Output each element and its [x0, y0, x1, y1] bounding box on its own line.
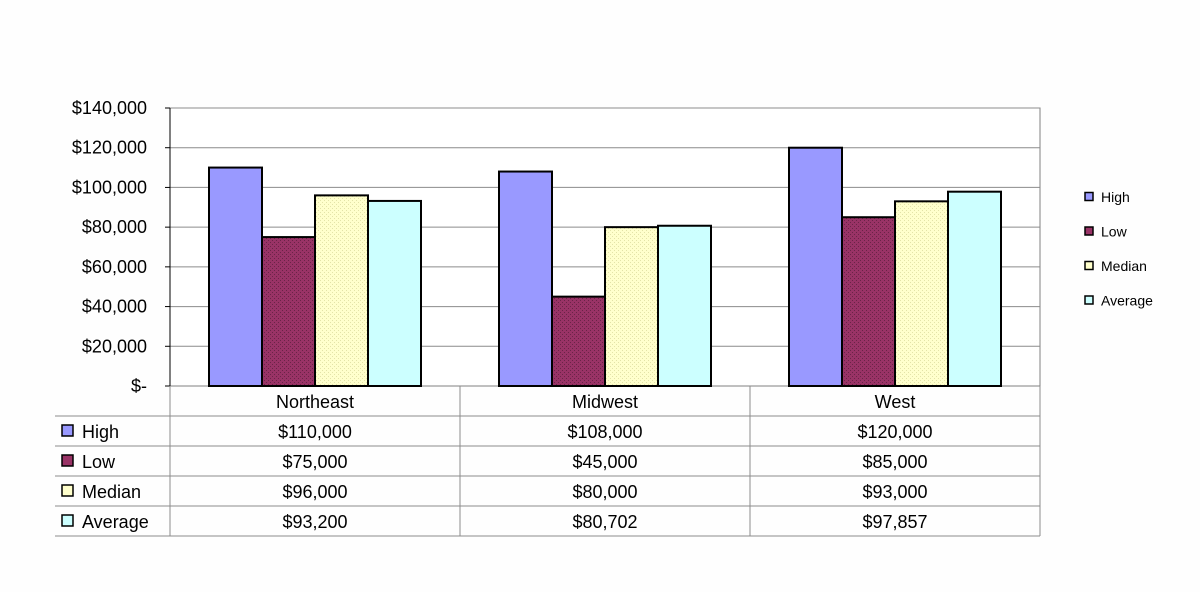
data-label: $97,857 — [862, 512, 927, 532]
data-label: $108,000 — [567, 422, 642, 442]
data-label: $96,000 — [282, 482, 347, 502]
legend-label: Low — [1101, 224, 1128, 240]
y-tick-label: $60,000 — [82, 257, 147, 277]
table-series-label: Median — [82, 482, 141, 502]
bar-median-northeast — [314, 194, 369, 387]
table-legend-key — [61, 514, 74, 527]
bar-average-west — [947, 190, 1002, 387]
bar-median-midwest — [604, 226, 659, 387]
data-label: $80,702 — [572, 512, 637, 532]
data-label: $75,000 — [282, 452, 347, 472]
y-tick-label: $- — [131, 376, 147, 396]
legend-swatch — [1084, 191, 1094, 202]
x-tick-label: Midwest — [572, 392, 638, 412]
data-table: Northeast Midwest West High $110,000 $108,000… — [55, 386, 1041, 537]
table-legend-key — [61, 454, 74, 467]
bar-average-midwest — [657, 224, 712, 387]
legend-label: Median — [1101, 258, 1147, 274]
table-series-label: High — [82, 422, 119, 442]
bar-median-west — [894, 200, 949, 387]
data-label: $85,000 — [862, 452, 927, 472]
legend-label: High — [1101, 189, 1130, 205]
y-tick-label: $140,000 — [72, 98, 147, 118]
bars — [208, 146, 1002, 387]
table-series-label: Average — [82, 512, 149, 532]
table-series-label: Low — [82, 452, 116, 472]
table-legend-key — [61, 484, 74, 497]
data-label: $80,000 — [572, 482, 637, 502]
data-label: $93,200 — [282, 512, 347, 532]
legend-label: Average — [1101, 293, 1153, 309]
legend-swatch — [1084, 260, 1094, 271]
legend: High Low Median Average — [1084, 189, 1153, 309]
y-tick-label: $100,000 — [72, 177, 147, 197]
y-tick-label: $40,000 — [82, 297, 147, 317]
bar-high-midwest — [498, 170, 553, 387]
x-tick-label: Northeast — [276, 392, 354, 412]
x-tick-label: West — [875, 392, 916, 412]
bar-low-west — [841, 216, 896, 387]
bar-average-northeast — [367, 199, 422, 387]
bar-high-west — [788, 146, 843, 387]
legend-swatch — [1084, 295, 1094, 305]
y-tick-label: $20,000 — [82, 336, 147, 356]
data-label: $120,000 — [857, 422, 932, 442]
data-label: $45,000 — [572, 452, 637, 472]
bar-low-northeast — [261, 236, 316, 387]
data-label: $93,000 — [862, 482, 927, 502]
bar-high-northeast — [208, 166, 263, 387]
table-legend-key — [61, 424, 74, 437]
y-tick-label: $120,000 — [72, 138, 147, 158]
bar-low-midwest — [551, 295, 606, 387]
y-tick-label: $80,000 — [82, 217, 147, 237]
y-axis: $- $20,000 $40,000 $60,000 $80,000 $100,000 $1… — [72, 98, 171, 396]
data-label: $110,000 — [278, 422, 352, 442]
legend-swatch — [1084, 226, 1094, 236]
